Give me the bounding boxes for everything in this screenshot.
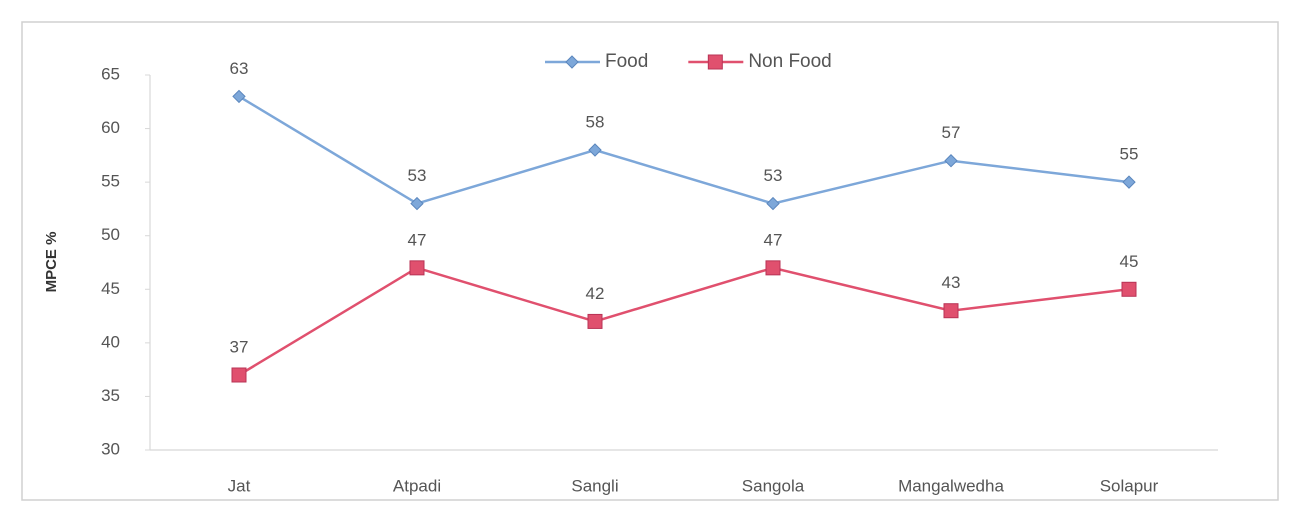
data-label: 57 — [942, 123, 961, 142]
y-tick-label: 40 — [101, 332, 120, 351]
y-tick-label: 65 — [101, 64, 120, 83]
y-tick-label: 30 — [101, 439, 120, 458]
point-marker — [766, 196, 780, 211]
point-marker — [1122, 175, 1136, 189]
x-tick-label: Mangalwedha — [898, 476, 1004, 495]
data-label: 58 — [586, 112, 605, 131]
data-label: 47 — [764, 230, 783, 249]
y-tick-label: 35 — [101, 386, 120, 405]
point-marker — [1121, 281, 1137, 297]
point-marker — [944, 154, 958, 168]
y-tick-label: 60 — [101, 118, 120, 137]
legend-label: Non Food — [748, 51, 831, 72]
data-label: 63 — [230, 59, 249, 78]
point-marker — [587, 313, 603, 329]
legend-marker — [565, 55, 579, 69]
x-tick-label: Sangli — [571, 476, 618, 495]
y-axis-label: MPCE % — [43, 232, 60, 293]
point-marker — [410, 196, 424, 211]
point-marker — [232, 89, 246, 104]
y-tick-label: 45 — [101, 279, 120, 298]
data-label: 37 — [230, 337, 249, 356]
point-marker — [409, 260, 425, 276]
data-label: 47 — [408, 230, 427, 249]
point-marker — [943, 303, 959, 319]
data-label: 53 — [764, 166, 783, 185]
point-marker — [765, 260, 781, 276]
x-tick-label: Sangola — [742, 476, 805, 495]
series-line — [238, 95, 1130, 205]
y-tick-label: 50 — [101, 225, 120, 244]
data-label: 55 — [1120, 145, 1139, 164]
point-marker — [588, 143, 602, 157]
legend-label: Food — [605, 51, 648, 72]
x-tick-label: Jat — [228, 476, 251, 495]
data-label: 53 — [408, 166, 427, 185]
legend-marker — [707, 54, 723, 70]
series-line — [238, 266, 1130, 377]
data-label: 42 — [586, 284, 605, 303]
chart-frame — [21, 21, 1279, 501]
x-tick-label: Solapur — [1100, 476, 1159, 495]
y-tick-label: 55 — [101, 172, 120, 191]
data-label: 45 — [1120, 252, 1139, 271]
x-tick-label: Atpadi — [393, 476, 441, 495]
data-label: 43 — [942, 273, 961, 292]
point-marker — [231, 367, 247, 383]
